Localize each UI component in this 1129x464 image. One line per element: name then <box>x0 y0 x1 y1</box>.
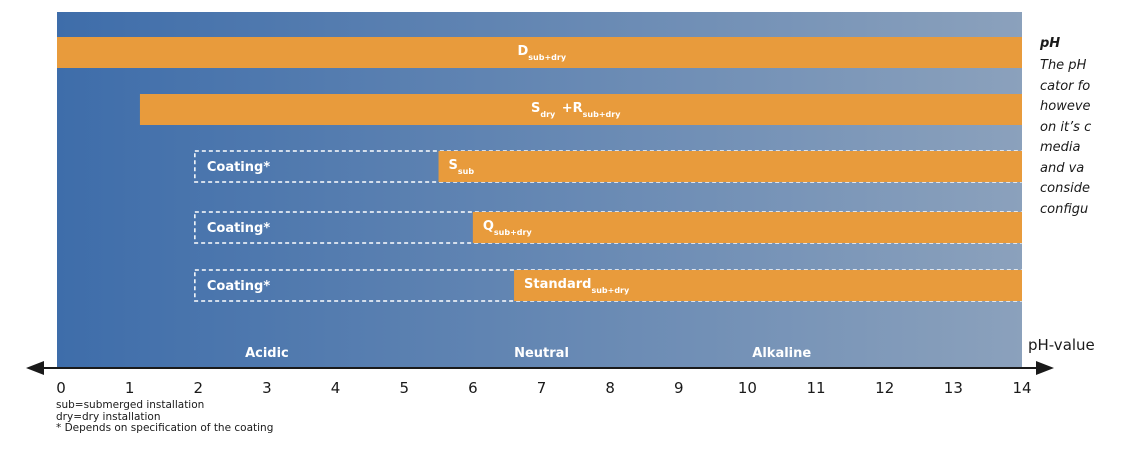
tick-label: 6 <box>468 379 478 397</box>
side-note-text: The pH cator fo howeve on it’s c media a… <box>1040 56 1129 220</box>
range-bar <box>472 212 1022 243</box>
side-note-line: media <box>1040 140 1081 155</box>
ph-axis: pH-value <box>26 336 1095 375</box>
tick-label: 10 <box>738 379 757 397</box>
side-note-line: on it’s c <box>1040 119 1092 135</box>
side-note-line: conside <box>1040 181 1090 196</box>
region-label: Alkaline <box>752 346 811 361</box>
tick-label: 7 <box>537 379 547 397</box>
range-bar-label: Sdry +Rsub+dry <box>531 101 621 119</box>
range-bar <box>139 94 1023 125</box>
footnote-dry: dry=dry installation <box>56 410 161 423</box>
coating-label: Coating* <box>207 279 270 294</box>
region-label: Acidic <box>245 346 289 361</box>
tick-label: 14 <box>1012 379 1031 397</box>
range-bar-label: Ssub <box>449 158 475 176</box>
footnotes: sub=submerged installation dry=dry insta… <box>56 399 274 435</box>
range-bar <box>438 151 1022 182</box>
axis-arrow-left-icon <box>26 361 44 375</box>
coating-label: Coating* <box>207 221 270 236</box>
tick-label: 11 <box>807 379 826 397</box>
footnote-coating: * Depends on specification of the coatin… <box>56 422 274 434</box>
tick-label: 8 <box>605 379 615 397</box>
tick-label: 1 <box>125 379 135 397</box>
tick-label: 9 <box>674 379 684 397</box>
tick-label: 12 <box>875 379 894 397</box>
range-bar-label: Qsub+dry <box>483 219 533 237</box>
side-note-line: cator fo <box>1040 78 1091 94</box>
tick-label: 4 <box>331 379 341 397</box>
regions-layer: Acidic Neutral Alkaline <box>245 346 811 361</box>
axis-arrow-right-icon <box>1036 361 1054 375</box>
rows-layer: Dsub+dry Sdry +Rsub+dry Coating* Ssub Coatin… <box>57 37 1023 302</box>
range-bar <box>514 270 1022 301</box>
tick-label: 2 <box>194 379 204 397</box>
tick-label: 0 <box>56 379 66 397</box>
range-bar-label: Standardsub+dry <box>524 277 630 295</box>
region-label: Neutral <box>514 346 569 361</box>
range-bar <box>57 37 1022 68</box>
side-note-line: The pH <box>1040 58 1087 73</box>
tick-labels: 0 1 2 3 4 5 6 7 8 9 10 11 12 13 14 <box>56 379 1031 397</box>
side-note-heading: pH <box>1040 36 1061 51</box>
footnote-sub: sub=submerged installation <box>56 399 205 411</box>
diagram-background <box>57 12 1022 368</box>
side-note-line: howeve <box>1040 99 1091 114</box>
range-bar-label: Dsub+dry <box>518 44 567 62</box>
side-note-line: configu <box>1040 201 1089 217</box>
tick-label: 5 <box>399 379 409 397</box>
tick-label: 13 <box>944 379 963 397</box>
axis-title: pH-value <box>1028 336 1095 354</box>
side-note-line: and va <box>1040 160 1085 176</box>
coating-label: Coating* <box>207 160 270 175</box>
tick-label: 3 <box>262 379 272 397</box>
